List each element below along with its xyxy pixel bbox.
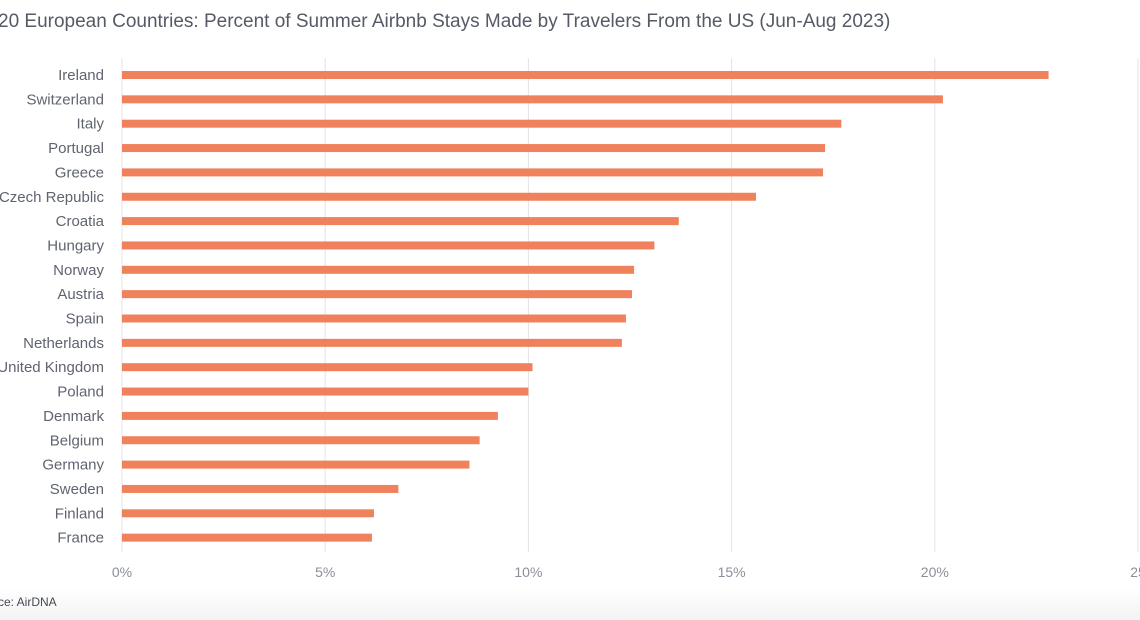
category-label: Portugal [48,140,104,157]
bars [122,71,1049,542]
bar [122,290,633,299]
category-label: Greece [55,164,104,181]
bar [122,460,470,469]
bar [122,338,622,347]
category-label: Belgium [50,432,104,449]
bar [122,314,626,323]
category-label: Croatia [56,213,105,230]
category-label: Ireland [58,67,104,84]
category-label: Denmark [43,408,104,425]
x-tick-label: 20% [921,564,949,580]
bar [122,217,679,226]
category-label: Hungary [47,237,104,254]
bar-chart: Ireland Switzerland Italy Portugal Greece Cze… [0,58,1140,580]
bar [122,119,842,128]
category-label: Finland [55,505,104,522]
category-label: Germany [42,457,104,474]
x-tick-label: 25 [1130,564,1140,580]
category-label: Spain [66,311,104,328]
bar [122,436,480,445]
footer-band [0,588,1140,620]
x-tick-label: 5% [315,564,335,580]
category-label: France [57,530,104,547]
category-label: Czech Republic [0,189,104,206]
bar [122,241,655,250]
bar [122,509,374,518]
bar [122,71,1049,79]
bar [122,411,498,420]
category-labels: Ireland Switzerland Italy Portugal Greece Cze… [0,67,105,547]
bar [122,533,372,542]
bar [122,363,533,372]
category-label: Italy [76,116,104,133]
gridlines [121,58,1139,552]
category-label: United Kingdom [0,359,104,376]
bar [122,484,399,493]
bar [122,192,756,201]
chart-title: 20 European Countries: Percent of Summer… [0,11,891,32]
x-tick-label: 0% [112,564,132,580]
category-label: Switzerland [26,91,104,108]
bar [122,265,635,274]
x-tick-label: 10% [514,564,542,580]
category-label: Sweden [50,481,104,498]
source-note: rce: AirDNA [0,595,57,609]
x-tick-label: 15% [718,564,746,580]
category-label: Norway [53,262,104,279]
bar [122,168,824,177]
bar [122,95,943,104]
bar [122,387,529,396]
category-label: Netherlands [23,335,104,352]
bar [122,144,826,153]
x-axis-tick-labels: 0% 5% 10% 15% 20% 25 [112,564,1140,580]
category-label: Austria [57,286,104,303]
category-label: Poland [57,384,104,401]
